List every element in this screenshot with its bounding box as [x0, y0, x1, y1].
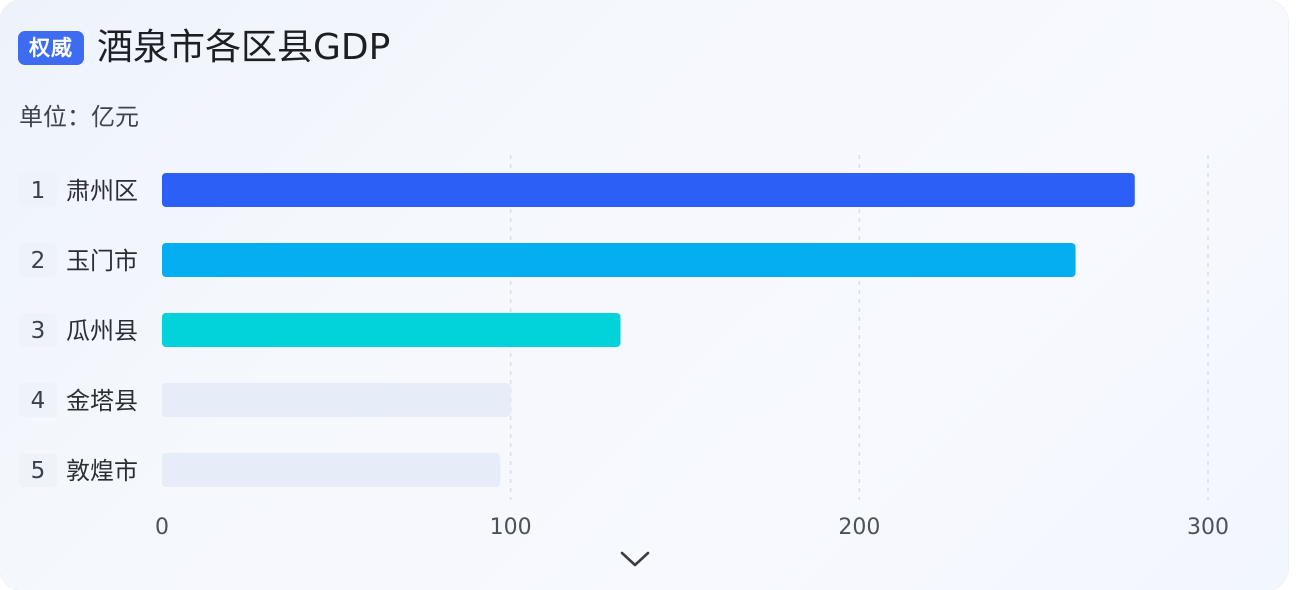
category-label: 玉门市	[66, 247, 138, 275]
x-tick-label: 100	[490, 515, 532, 540]
bar[interactable]	[162, 173, 1135, 207]
category-label: 金塔县	[66, 387, 138, 415]
unit-label: 单位：亿元	[19, 103, 139, 131]
rank-badge	[19, 453, 57, 487]
rank-badge	[19, 173, 57, 207]
x-tick-label: 200	[838, 515, 880, 540]
chart-title: 酒泉市各区县GDP	[97, 27, 391, 68]
rank-number: 4	[31, 388, 46, 414]
rank-number: 1	[31, 178, 46, 204]
authority-badge: 权威	[18, 31, 84, 65]
x-tick-label: 0	[155, 515, 169, 540]
bar[interactable]	[162, 313, 621, 347]
bar-layer	[162, 173, 1135, 487]
bar[interactable]	[162, 383, 511, 417]
bar[interactable]	[162, 453, 501, 487]
bar-chart: 1 肃州区 2 玉门市 3 瓜州县 4 金塔县 5 敦煌市 0 100 200 300	[19, 155, 1229, 540]
rank-number: 2	[31, 248, 46, 274]
category-label: 敦煌市	[66, 457, 138, 485]
rank-number: 5	[31, 458, 46, 484]
rank-number: 3	[31, 318, 46, 344]
chevron-down-icon[interactable]	[618, 548, 652, 570]
x-tick-label: 300	[1187, 515, 1229, 540]
rank-badge	[19, 313, 57, 347]
rank-badge	[19, 383, 57, 417]
label-layer: 1 肃州区 2 玉门市 3 瓜州县 4 金塔县 5 敦煌市	[19, 173, 138, 487]
category-label: 瓜州县	[66, 317, 138, 345]
rank-badge	[19, 243, 57, 277]
bar[interactable]	[162, 243, 1076, 277]
category-label: 肃州区	[66, 177, 138, 205]
tick-layer: 0 100 200 300	[155, 515, 1229, 540]
